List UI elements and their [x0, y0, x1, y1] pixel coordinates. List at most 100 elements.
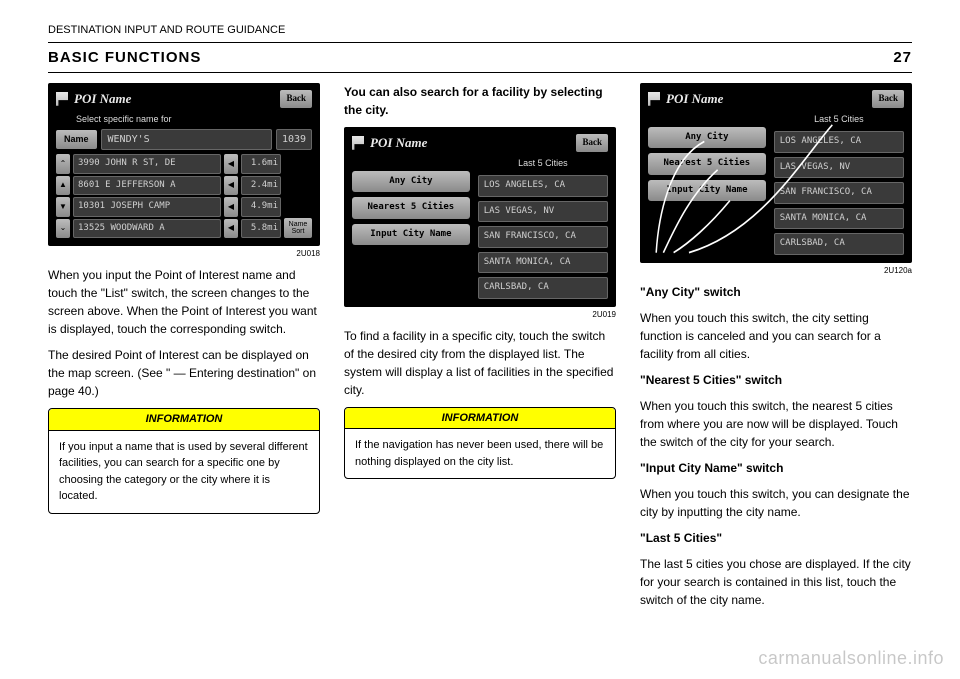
watermark: carmanualsonline.info — [758, 648, 944, 669]
city-body: Any City Nearest 5 Cities Input City Nam… — [352, 157, 608, 299]
flag-icon — [56, 92, 68, 106]
last-5-cities-label: Last 5 Cities — [774, 113, 904, 127]
name-sort-button[interactable]: Name Sort — [284, 218, 312, 239]
any-city-button[interactable]: Any City — [648, 127, 766, 149]
count-field: 1039 — [276, 129, 312, 150]
figure-code: 2U120a — [640, 265, 912, 277]
information-heading: INFORMATION — [345, 408, 615, 430]
result-distance: 1.6mi — [241, 154, 281, 174]
figure-code: 2U018 — [48, 248, 320, 260]
name-button[interactable]: Name — [56, 130, 97, 150]
scroll-arrows: ⌃ ▲ ▼ ⌄ — [56, 154, 70, 238]
result-row[interactable]: 13525 WOODWARD A ◀ 5.8mi — [73, 219, 281, 239]
city-left-buttons: Any City Nearest 5 Cities Input City Nam… — [648, 113, 766, 255]
result-address: 8601 E JEFFERSON A — [73, 176, 221, 196]
city-right-list: Last 5 Cities LOS ANGELES, CA LAS VEGAS,… — [774, 113, 904, 255]
page: DESTINATION INPUT AND ROUTE GUIDANCE BAS… — [0, 0, 960, 679]
switch-label: "Any City" switch — [640, 283, 912, 301]
information-box: INFORMATION If you input a name that is … — [48, 408, 320, 514]
city-left-buttons: Any City Nearest 5 Cities Input City Nam… — [352, 157, 470, 299]
back-button[interactable]: Back — [576, 134, 608, 152]
body-paragraph: When you input the Point of Interest nam… — [48, 266, 320, 338]
result-row[interactable]: 8601 E JEFFERSON A ◀ 2.4mi — [73, 176, 281, 196]
city-body: Any City Nearest 5 Cities Input City Nam… — [648, 113, 904, 255]
city-item[interactable]: CARLSBAD, CA — [774, 233, 904, 255]
result-row[interactable]: 10301 JOSEPH CAMP ◀ 4.9mi — [73, 197, 281, 217]
direction-icon: ◀ — [224, 176, 238, 196]
city-item[interactable]: SANTA MONICA, CA — [478, 252, 608, 274]
city-item[interactable]: CARLSBAD, CA — [478, 277, 608, 299]
body-paragraph: When you touch this switch, you can desi… — [640, 485, 912, 521]
back-button[interactable]: Back — [872, 90, 904, 108]
any-city-button[interactable]: Any City — [352, 171, 470, 193]
input-city-name-button[interactable]: Input City Name — [352, 224, 470, 246]
scroll-up-icon[interactable]: ▲ — [56, 176, 70, 196]
column-2: You can also search for a facility by se… — [344, 83, 616, 617]
last-5-cities-label: Last 5 Cities — [478, 157, 608, 171]
scroll-bottom-icon[interactable]: ⌄ — [56, 219, 70, 239]
screenshot-subline: Select specific name for — [76, 113, 312, 127]
result-address: 13525 WOODWARD A — [73, 219, 221, 239]
direction-icon: ◀ — [224, 197, 238, 217]
name-row: Name WENDY'S 1039 — [56, 129, 312, 150]
name-field: WENDY'S — [101, 129, 272, 150]
information-heading: INFORMATION — [49, 409, 319, 431]
result-rows: 3990 JOHN R ST, DE ◀ 1.6mi 8601 E JEFFER… — [73, 154, 281, 238]
screenshot-title-text: POI Name — [370, 133, 427, 153]
result-distance: 2.4mi — [241, 176, 281, 196]
body-paragraph: To find a facility in a specific city, t… — [344, 327, 616, 399]
nearest-5-cities-button[interactable]: Nearest 5 Cities — [352, 197, 470, 219]
city-item[interactable]: SAN FRANCISCO, CA — [478, 226, 608, 248]
intro-paragraph: You can also search for a facility by se… — [344, 83, 616, 119]
column-3: POI Name Back Any City Nearest 5 Cities … — [640, 83, 912, 617]
city-item[interactable]: LOS ANGELES, CA — [774, 131, 904, 153]
switch-label: "Nearest 5 Cities" switch — [640, 371, 912, 389]
title-bar: BASIC FUNCTIONS 27 — [48, 42, 912, 73]
result-address: 10301 JOSEPH CAMP — [73, 197, 221, 217]
information-box: INFORMATION If the navigation has never … — [344, 407, 616, 480]
city-item[interactable]: LOS ANGELES, CA — [478, 175, 608, 197]
screenshot-title-text: POI Name — [666, 89, 723, 109]
information-body: If you input a name that is used by seve… — [49, 431, 319, 513]
screenshot-title: POI Name Back — [56, 89, 312, 109]
city-right-list: Last 5 Cities LOS ANGELES, CA LAS VEGAS,… — [478, 157, 608, 299]
sort-column: Name Sort — [284, 154, 312, 238]
result-distance: 4.9mi — [241, 197, 281, 217]
screenshot-city-select: POI Name Back Any City Nearest 5 Cities … — [344, 127, 616, 307]
column-1: POI Name Back Select specific name for N… — [48, 83, 320, 617]
body-paragraph: When you touch this switch, the city set… — [640, 309, 912, 363]
screenshot-city-select-annotated: POI Name Back Any City Nearest 5 Cities … — [640, 83, 912, 263]
scroll-down-icon[interactable]: ▼ — [56, 197, 70, 217]
switch-label: "Input City Name" switch — [640, 459, 912, 477]
city-item[interactable]: SANTA MONICA, CA — [774, 208, 904, 230]
body-paragraph: The last 5 cities you chose are displaye… — [640, 555, 912, 609]
title-left: BASIC FUNCTIONS — [48, 49, 201, 66]
city-item[interactable]: SAN FRANCISCO, CA — [774, 182, 904, 204]
result-address: 3990 JOHN R ST, DE — [73, 154, 221, 174]
result-distance: 5.8mi — [241, 219, 281, 239]
screenshot-title-text: POI Name — [74, 89, 131, 109]
switch-label: "Last 5 Cities" — [640, 529, 912, 547]
scroll-top-icon[interactable]: ⌃ — [56, 154, 70, 174]
screenshot-title: POI Name Back — [352, 133, 608, 153]
direction-icon: ◀ — [224, 154, 238, 174]
body-paragraph: The desired Point of Interest can be dis… — [48, 346, 320, 400]
flag-icon — [648, 92, 660, 106]
body-paragraph: When you touch this switch, the nearest … — [640, 397, 912, 451]
page-number: 27 — [893, 49, 912, 66]
screenshot-poi-results: POI Name Back Select specific name for N… — [48, 83, 320, 246]
city-item[interactable]: LAS VEGAS, NV — [774, 157, 904, 179]
information-body: If the navigation has never been used, t… — [345, 429, 615, 478]
direction-icon: ◀ — [224, 219, 238, 239]
figure-code: 2U019 — [344, 309, 616, 321]
columns: POI Name Back Select specific name for N… — [48, 83, 912, 617]
flag-icon — [352, 136, 364, 150]
nearest-5-cities-button[interactable]: Nearest 5 Cities — [648, 153, 766, 175]
screenshot-title: POI Name Back — [648, 89, 904, 109]
input-city-name-button[interactable]: Input City Name — [648, 180, 766, 202]
section-header: DESTINATION INPUT AND ROUTE GUIDANCE — [48, 24, 912, 36]
result-row[interactable]: 3990 JOHN R ST, DE ◀ 1.6mi — [73, 154, 281, 174]
city-item[interactable]: LAS VEGAS, NV — [478, 201, 608, 223]
result-grid: ⌃ ▲ ▼ ⌄ 3990 JOHN R ST, DE ◀ 1.6mi 8601 … — [56, 154, 312, 238]
back-button[interactable]: Back — [280, 90, 312, 108]
